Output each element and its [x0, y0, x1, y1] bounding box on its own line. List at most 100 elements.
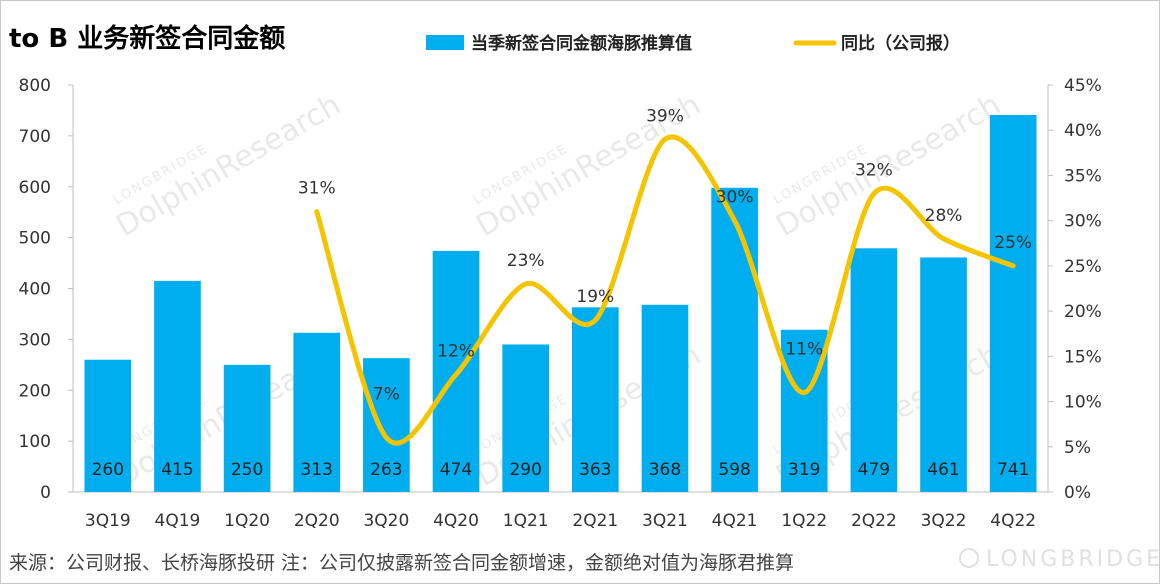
- y-right-tick-label: 0%: [1064, 483, 1091, 503]
- x-tick-label: 2Q22: [851, 511, 897, 531]
- y-right-tick-label: 35%: [1064, 166, 1102, 186]
- x-tick-label: 4Q21: [712, 511, 758, 531]
- y-right-tick-label: 15%: [1064, 347, 1102, 367]
- x-tick-label: 4Q19: [155, 511, 201, 531]
- yoy-point: [941, 236, 946, 241]
- bar: [363, 358, 410, 492]
- bar-value-label: 461: [927, 460, 959, 480]
- bar: [293, 332, 341, 492]
- bar: [780, 329, 828, 492]
- bar: [989, 115, 1037, 493]
- bar-value-label: 368: [649, 460, 681, 480]
- bar-value-label: 474: [440, 460, 472, 480]
- yoy-point: [314, 209, 319, 214]
- bar-value-label: 415: [161, 460, 193, 480]
- legend-bar-label: 当季新签合同金额海豚推算值: [471, 33, 692, 54]
- x-tick-label: 1Q22: [781, 511, 827, 531]
- bar-value-label: 598: [718, 460, 750, 480]
- yoy-value-label: 19%: [576, 287, 614, 307]
- y-right-tick-label: 45%: [1064, 76, 1102, 96]
- bar: [850, 248, 898, 492]
- bar: [223, 364, 271, 492]
- y-right-tick-label: 40%: [1064, 121, 1102, 141]
- y-left-tick-label: 200: [19, 381, 51, 401]
- x-tick-label: 2Q20: [294, 511, 340, 531]
- watermark-text: DolphinResearch: [110, 87, 346, 244]
- brand-text: LONGBRIDGE: [986, 547, 1160, 572]
- bar: [571, 307, 619, 492]
- y-right-tick-label: 20%: [1064, 302, 1102, 322]
- legend: 当季新签合同金额海豚推算值 同比（公司报）: [426, 33, 960, 54]
- bar-labels: 260 415 250 313 263 474 290 363 368 598 319 479 461 7…: [92, 460, 1030, 480]
- y-left-tick-label: 0: [40, 483, 51, 503]
- yoy-value-label: 32%: [855, 161, 893, 181]
- x-tick-label: 3Q19: [85, 511, 131, 531]
- y-left-tick-label: 100: [19, 432, 51, 452]
- yoy-point: [662, 137, 667, 142]
- x-tick-label: 3Q21: [642, 511, 688, 531]
- yoy-value-label: 23%: [507, 251, 545, 271]
- bar-value-label: 250: [231, 460, 263, 480]
- line-labels: 31% 7% 12% 23% 19% 39% 30% 11% 32% 28% 25%: [298, 106, 1032, 404]
- y-right-tick-label: 30%: [1064, 212, 1102, 232]
- yoy-point: [523, 281, 528, 286]
- yoy-point: [384, 435, 389, 440]
- y-left-tick-label: 400: [19, 280, 51, 300]
- yoy-point: [871, 191, 876, 196]
- bar-value-label: 260: [92, 460, 124, 480]
- yoy-point: [802, 390, 807, 395]
- y-right-tick-label: 5%: [1064, 438, 1091, 458]
- bar: [920, 257, 967, 492]
- bar-value-label: 290: [509, 460, 541, 480]
- bar-value-label: 263: [370, 460, 402, 480]
- y-left-tick-label: 300: [19, 330, 51, 350]
- legend-line-label: 同比（公司报）: [841, 33, 960, 54]
- yoy-point: [732, 218, 737, 223]
- y-left-tick-label: 800: [19, 76, 51, 96]
- legend-bar-swatch: [426, 35, 464, 50]
- line-series: [314, 134, 1016, 446]
- bar-value-label: 479: [858, 460, 890, 480]
- x-tick-label: 3Q20: [363, 511, 409, 531]
- bar-value-label: 319: [788, 460, 820, 480]
- y-left-tick-label: 600: [19, 178, 51, 198]
- yoy-value-label: 12%: [437, 341, 475, 361]
- bar: [641, 304, 689, 492]
- yoy-value-label: 11%: [785, 340, 823, 360]
- x-tick-label: 1Q21: [503, 511, 549, 531]
- chart-title: to B 业务新签合同金额: [9, 23, 285, 54]
- yoy-value-label: 7%: [373, 385, 400, 405]
- x-tick-label: 2Q21: [572, 511, 618, 531]
- bar-value-label: 313: [301, 460, 333, 480]
- yoy-point: [454, 372, 459, 377]
- y-right-tick-label: 25%: [1064, 257, 1102, 277]
- bar: [711, 187, 758, 492]
- bar-series: [84, 115, 1037, 493]
- source-note: 来源：公司财报、长桥海豚投研 注：公司仅披露新签合同金额增速，金额绝对值为海豚君…: [9, 552, 794, 574]
- y-left-tick-label: 500: [19, 229, 51, 249]
- x-axis-ticks: 3Q19 4Q19 1Q20 2Q20 3Q20 4Q20 1Q21 2Q21 3Q21 4Q21…: [85, 511, 1036, 531]
- bar: [154, 280, 201, 492]
- x-tick-label: 3Q22: [921, 511, 967, 531]
- bar: [84, 359, 132, 492]
- bar: [502, 344, 550, 492]
- yoy-value-label: 39%: [646, 106, 684, 126]
- x-tick-label: 1Q20: [224, 511, 270, 531]
- yoy-value-label: 31%: [298, 179, 336, 199]
- x-tick-label: 4Q22: [990, 511, 1036, 531]
- yoy-point: [1011, 263, 1016, 268]
- bar-value-label: 363: [579, 460, 611, 480]
- y-right-tick-label: 10%: [1064, 393, 1102, 413]
- y-left-tick-label: 700: [19, 127, 51, 147]
- bar-value-label: 741: [997, 460, 1029, 480]
- yoy-value-label: 30%: [716, 188, 754, 208]
- x-tick-label: 4Q20: [433, 511, 479, 531]
- yoy-value-label: 25%: [994, 233, 1032, 253]
- brand-logo: LONGBRIDGE: [959, 547, 1160, 572]
- yoy-point: [593, 318, 598, 323]
